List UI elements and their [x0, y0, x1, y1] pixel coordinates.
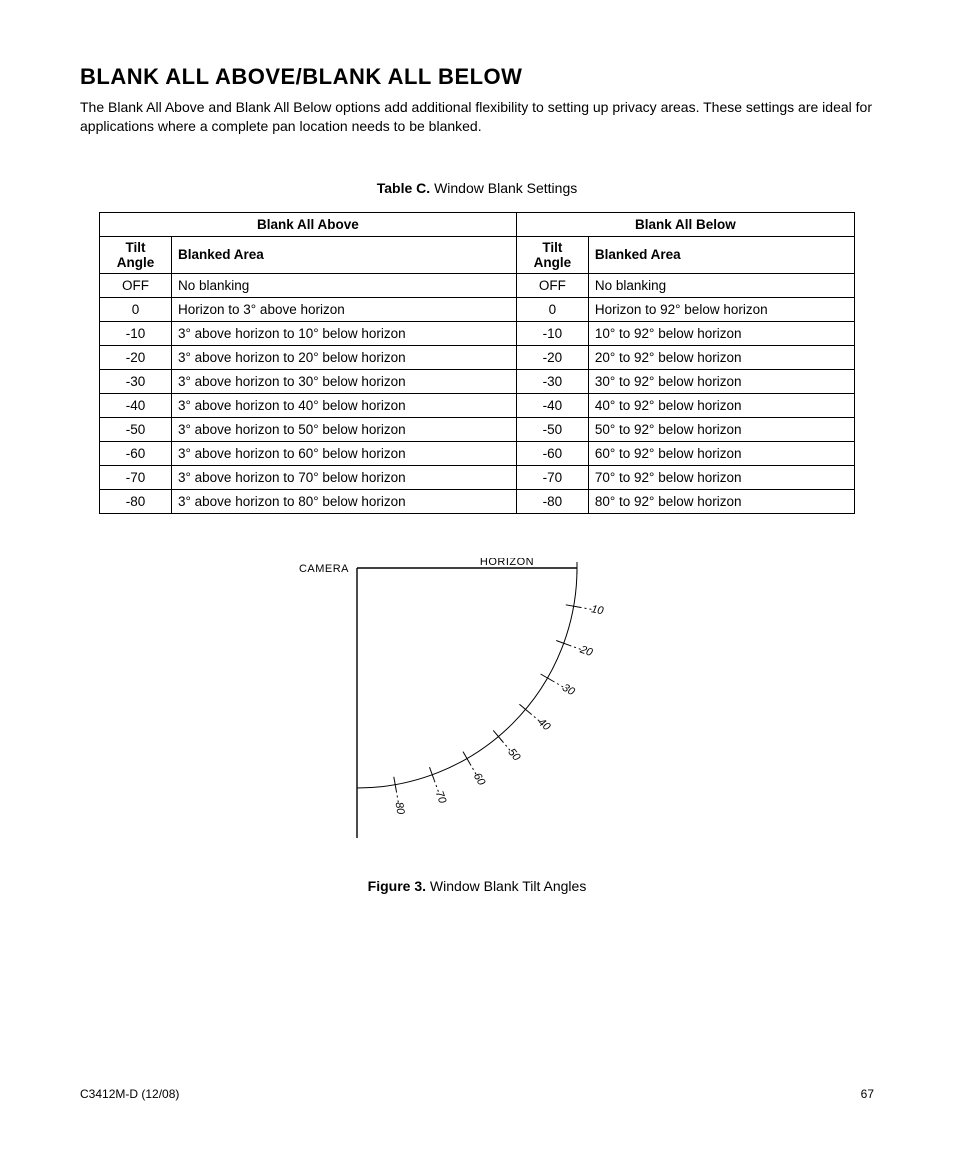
svg-text:40: 40: [535, 716, 553, 734]
tilt-diagram: CAMERA HORIZON 10 20 30 40 50 60 70 80: [80, 558, 874, 858]
footer-pagenum: 67: [861, 1087, 874, 1101]
table-cell: Horizon to 3° above horizon: [172, 297, 517, 321]
table-cell: -30: [100, 369, 172, 393]
table-row: -503° above horizon to 50° below horizon…: [100, 417, 855, 441]
table-cell: -40: [100, 393, 172, 417]
table-cell: -10: [516, 321, 588, 345]
table-row: -203° above horizon to 20° below horizon…: [100, 345, 855, 369]
table-cell: 3° above horizon to 30° below horizon: [172, 369, 517, 393]
table-cell: -70: [100, 465, 172, 489]
svg-text:20: 20: [578, 643, 595, 659]
table-cell: 60° to 92° below horizon: [588, 441, 854, 465]
table-row: -803° above horizon to 80° below horizon…: [100, 489, 855, 513]
table-cell: -20: [100, 345, 172, 369]
table-cell: 3° above horizon to 10° below horizon: [172, 321, 517, 345]
table-cell: OFF: [516, 273, 588, 297]
table-cell: 40° to 92° below horizon: [588, 393, 854, 417]
table-cell: -60: [100, 441, 172, 465]
table-caption-bold: Table C.: [377, 180, 430, 196]
svg-text:10: 10: [590, 603, 605, 617]
document-page: BLANK ALL ABOVE/BLANK ALL BELOW The Blan…: [0, 0, 954, 1159]
table-cell: 3° above horizon to 80° below horizon: [172, 489, 517, 513]
tilt-diagram-svg: CAMERA HORIZON 10 20 30 40 50 60 70 80: [297, 558, 657, 858]
table-cell: -80: [100, 489, 172, 513]
table-cell: OFF: [100, 273, 172, 297]
table-row: -703° above horizon to 70° below horizon…: [100, 465, 855, 489]
table-group-left: Blank All Above: [100, 212, 517, 236]
table-body: OFFNo blankingOFFNo blanking0Horizon to …: [100, 273, 855, 513]
svg-text:HORIZON: HORIZON: [480, 558, 534, 568]
page-footer: C3412M-D (12/08) 67: [80, 1087, 874, 1101]
table-cell: 3° above horizon to 20° below horizon: [172, 345, 517, 369]
table-row: OFFNo blankingOFFNo blanking: [100, 273, 855, 297]
table-cell: 0: [516, 297, 588, 321]
table-cell: 50° to 92° below horizon: [588, 417, 854, 441]
svg-text:30: 30: [560, 681, 577, 698]
table-col-area-left: Blanked Area: [172, 236, 517, 273]
table-caption-text: Window Blank Settings: [434, 180, 577, 196]
figure-caption: Figure 3. Window Blank Tilt Angles: [80, 878, 874, 894]
table-cell: No blanking: [172, 273, 517, 297]
table-row: 0Horizon to 3° above horizon0Horizon to …: [100, 297, 855, 321]
intro-paragraph: The Blank All Above and Blank All Below …: [80, 98, 874, 136]
table-row: -603° above horizon to 60° below horizon…: [100, 441, 855, 465]
table-col-area-right: Blanked Area: [588, 236, 854, 273]
table-cell: 80° to 92° below horizon: [588, 489, 854, 513]
table-cell: Horizon to 92° below horizon: [588, 297, 854, 321]
table-caption: Table C. Window Blank Settings: [80, 180, 874, 196]
table-row: -403° above horizon to 40° below horizon…: [100, 393, 855, 417]
table-cell: 70° to 92° below horizon: [588, 465, 854, 489]
table-cell: 3° above horizon to 60° below horizon: [172, 441, 517, 465]
svg-text:80: 80: [392, 801, 406, 816]
settings-table: Blank All Above Blank All Below Tilt Ang…: [99, 212, 855, 514]
table-cell: -70: [516, 465, 588, 489]
svg-text:70: 70: [433, 789, 449, 805]
table-cell: -40: [516, 393, 588, 417]
table-cell: 3° above horizon to 50° below horizon: [172, 417, 517, 441]
svg-text:60: 60: [471, 771, 488, 788]
table-cell: -50: [100, 417, 172, 441]
figure-caption-bold: Figure 3.: [368, 878, 426, 894]
table-cell: 3° above horizon to 70° below horizon: [172, 465, 517, 489]
table-cell: No blanking: [588, 273, 854, 297]
table-cell: -20: [516, 345, 588, 369]
table-cell: -60: [516, 441, 588, 465]
table-cell: -30: [516, 369, 588, 393]
footer-docid: C3412M-D (12/08): [80, 1087, 179, 1101]
table-group-right: Blank All Below: [516, 212, 854, 236]
table-cell: 0: [100, 297, 172, 321]
table-cell: -10: [100, 321, 172, 345]
table-cell: 20° to 92° below horizon: [588, 345, 854, 369]
table-row: -303° above horizon to 30° below horizon…: [100, 369, 855, 393]
table-col-angle-left: Tilt Angle: [100, 236, 172, 273]
table-cell: -80: [516, 489, 588, 513]
figure-caption-text: Window Blank Tilt Angles: [430, 878, 586, 894]
table-cell: 10° to 92° below horizon: [588, 321, 854, 345]
table-row: -103° above horizon to 10° below horizon…: [100, 321, 855, 345]
page-heading: BLANK ALL ABOVE/BLANK ALL BELOW: [80, 64, 874, 90]
table-cell: -50: [516, 417, 588, 441]
svg-text:50: 50: [505, 746, 523, 764]
table-col-angle-right: Tilt Angle: [516, 236, 588, 273]
svg-text:CAMERA: CAMERA: [299, 563, 349, 575]
table-cell: 3° above horizon to 40° below horizon: [172, 393, 517, 417]
table-cell: 30° to 92° below horizon: [588, 369, 854, 393]
